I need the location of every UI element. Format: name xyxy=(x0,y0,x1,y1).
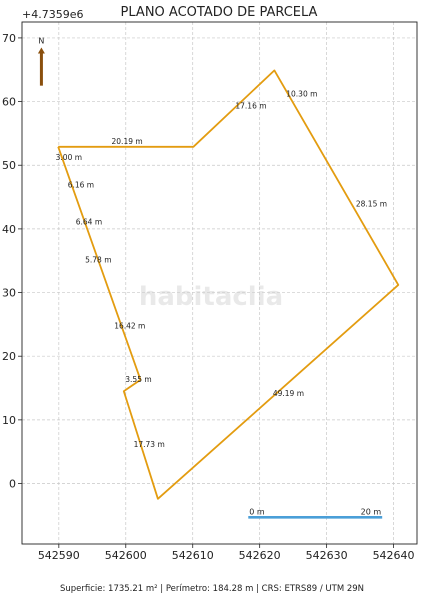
y-tick-label: 0 xyxy=(9,478,16,491)
segment-labels: 20.19 m 17.16 m 10.30 m 28.15 m 49.19 m 17.73… xyxy=(56,89,387,449)
parcel-outline xyxy=(57,69,400,500)
segment-length-label: 17.73 m xyxy=(134,440,165,449)
x-tick-label: 542640 xyxy=(373,549,415,562)
segment-length-label: 28.15 m xyxy=(356,199,387,208)
y-tick-label: 20 xyxy=(2,350,16,363)
scale-bar: 0 m 20 m xyxy=(248,507,383,519)
y-tick-label: 50 xyxy=(2,159,16,172)
x-tick-label: 542590 xyxy=(38,549,80,562)
parcel-boundary-line xyxy=(57,69,400,500)
plot-frame xyxy=(21,21,418,545)
y-tick-label: 60 xyxy=(2,96,16,109)
x-tick-label: 542630 xyxy=(306,549,348,562)
north-arrow: N xyxy=(37,36,45,86)
watermark-text: habitaclia xyxy=(139,282,283,312)
segment-length-label: 16.42 m xyxy=(114,322,145,331)
x-tick-label: 542610 xyxy=(172,549,214,562)
x-tick-label: 542620 xyxy=(239,549,281,562)
chart-title: PLANO ACOTADO DE PARCELA xyxy=(121,5,318,20)
summary-footer: Superficie: 1735.21 m² | Perímetro: 184.… xyxy=(59,584,365,594)
y-tick-label: 30 xyxy=(2,287,16,300)
x-tick-label: 542600 xyxy=(105,549,147,562)
segment-length-label: 3.00 m xyxy=(56,153,82,162)
axis-ticks: 542590 542600 542610 542620 542630 542640 0 10 2… xyxy=(2,32,415,562)
segment-length-label: 3.55 m xyxy=(125,375,151,384)
north-label: N xyxy=(38,36,44,45)
scale-end-label: 20 m xyxy=(361,507,382,516)
segment-length-label: 49.19 m xyxy=(273,389,304,398)
y-offset-label: +4.7359e6 xyxy=(22,8,83,21)
segment-length-label: 5.78 m xyxy=(85,255,111,264)
y-tick-label: 70 xyxy=(2,32,16,45)
segment-length-label: 6.64 m xyxy=(76,217,102,226)
north-arrow-head xyxy=(37,47,45,54)
scale-start-label: 0 m xyxy=(249,507,265,516)
y-tick-label: 40 xyxy=(2,223,16,236)
segment-length-label: 10.30 m xyxy=(286,89,317,98)
y-tick-label: 10 xyxy=(2,414,16,427)
segment-length-label: 6.16 m xyxy=(68,180,94,189)
segment-length-label: 17.16 m xyxy=(235,101,266,110)
grid xyxy=(22,22,417,544)
watermark: habitaclia xyxy=(139,282,283,312)
segment-length-label: 20.19 m xyxy=(112,137,143,146)
